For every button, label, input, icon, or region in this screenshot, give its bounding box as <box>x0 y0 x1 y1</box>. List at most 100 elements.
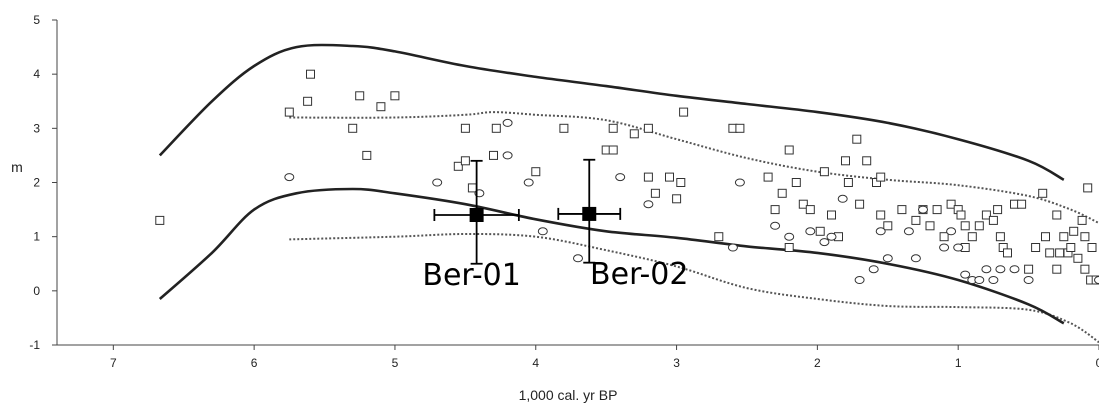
y-tick-label: 1 <box>33 230 40 244</box>
square-point <box>531 167 541 177</box>
square-point <box>303 96 313 106</box>
square-point <box>827 210 836 220</box>
square-point <box>714 232 724 242</box>
y-tick-label: 5 <box>33 13 40 27</box>
square-point <box>981 210 991 220</box>
square-point <box>362 150 372 160</box>
x-tick-label: 1 <box>955 356 962 370</box>
square-point <box>155 215 165 225</box>
band-upper-line <box>289 111 1099 225</box>
x-tick-label: 5 <box>392 356 399 370</box>
circle-point <box>939 243 950 252</box>
square-point <box>791 178 801 187</box>
circle-point <box>854 276 865 284</box>
square-point <box>665 172 674 182</box>
square-point <box>763 172 773 182</box>
square-point <box>608 145 618 155</box>
square-point <box>988 215 998 225</box>
sample-label: Ber-01 <box>422 258 520 293</box>
circle-point <box>960 270 971 279</box>
circle-point <box>615 173 626 182</box>
circle-point <box>573 254 583 263</box>
square-point <box>876 172 886 182</box>
square-point <box>995 232 1005 242</box>
square-point <box>1069 226 1079 236</box>
square-point <box>1041 232 1050 242</box>
square-point <box>932 205 942 215</box>
x-tick-label: 6 <box>251 356 258 370</box>
square-point <box>1073 253 1083 263</box>
circle-point <box>995 265 1006 274</box>
circle-point <box>953 243 964 252</box>
square-point <box>1045 248 1055 258</box>
envelope-curves <box>158 43 1065 325</box>
y-tick-label: -1 <box>29 338 40 352</box>
square-point <box>735 123 745 133</box>
circle-point <box>734 178 745 187</box>
circle-point <box>882 254 893 263</box>
circle-point <box>784 232 795 241</box>
square-point <box>643 172 653 182</box>
circle-point <box>770 221 781 230</box>
square-point <box>679 107 689 117</box>
square-point <box>843 178 853 187</box>
x-tick-label: 2 <box>814 356 821 370</box>
square-point <box>784 145 794 155</box>
square-point <box>460 123 470 133</box>
square-point <box>1059 232 1069 242</box>
square-point <box>862 156 872 166</box>
x-axis-title: 1,000 cal. yr BP <box>519 387 618 403</box>
y-axis-title: m <box>11 159 23 175</box>
circle-point <box>981 265 992 274</box>
square-point <box>883 221 893 231</box>
circle-point <box>805 227 816 236</box>
circle-point <box>537 227 548 236</box>
sample-label: Ber-02 <box>590 257 688 292</box>
square-point <box>967 232 977 242</box>
circle-point <box>1023 276 1034 284</box>
square-point <box>491 123 501 133</box>
circle-point <box>903 227 914 236</box>
square-point <box>489 150 498 160</box>
square-point <box>306 69 315 79</box>
circle-point <box>826 232 837 241</box>
circle-point <box>910 254 921 263</box>
square-point <box>784 243 794 252</box>
square-point <box>798 199 808 209</box>
envelope-lower-curve <box>158 187 1065 325</box>
square-point <box>1083 183 1093 193</box>
circle-point <box>974 276 985 284</box>
square-point <box>1055 248 1065 258</box>
sample-marker <box>582 206 597 221</box>
circle-point <box>432 178 443 187</box>
square-point <box>1052 210 1062 220</box>
circle-point <box>727 243 738 252</box>
square-point <box>876 210 886 220</box>
square-point <box>650 188 660 198</box>
circle-point <box>988 276 999 284</box>
x-tick-label: 3 <box>673 356 680 370</box>
square-point <box>815 226 825 236</box>
y-tick-label: 4 <box>33 67 40 81</box>
y-tick-label: 3 <box>33 121 40 135</box>
square-point <box>960 221 970 231</box>
x-tick-label: 7 <box>110 356 117 370</box>
square-point <box>348 123 358 133</box>
square-point <box>855 199 865 209</box>
band-lower-line <box>289 232 1099 344</box>
circle-point <box>819 238 830 247</box>
envelope-upper-curve <box>158 43 1065 181</box>
square-point <box>1003 248 1012 258</box>
square-point <box>770 205 780 215</box>
circle-point <box>918 205 928 214</box>
dotted-band-lines <box>289 111 1099 344</box>
square-point <box>1077 215 1087 225</box>
square-point <box>939 232 949 242</box>
square-point <box>467 183 477 193</box>
square-point <box>1052 264 1062 274</box>
square-point <box>1017 199 1027 209</box>
square-point <box>453 161 463 171</box>
circle-point <box>502 118 513 127</box>
square-point <box>1066 243 1076 252</box>
